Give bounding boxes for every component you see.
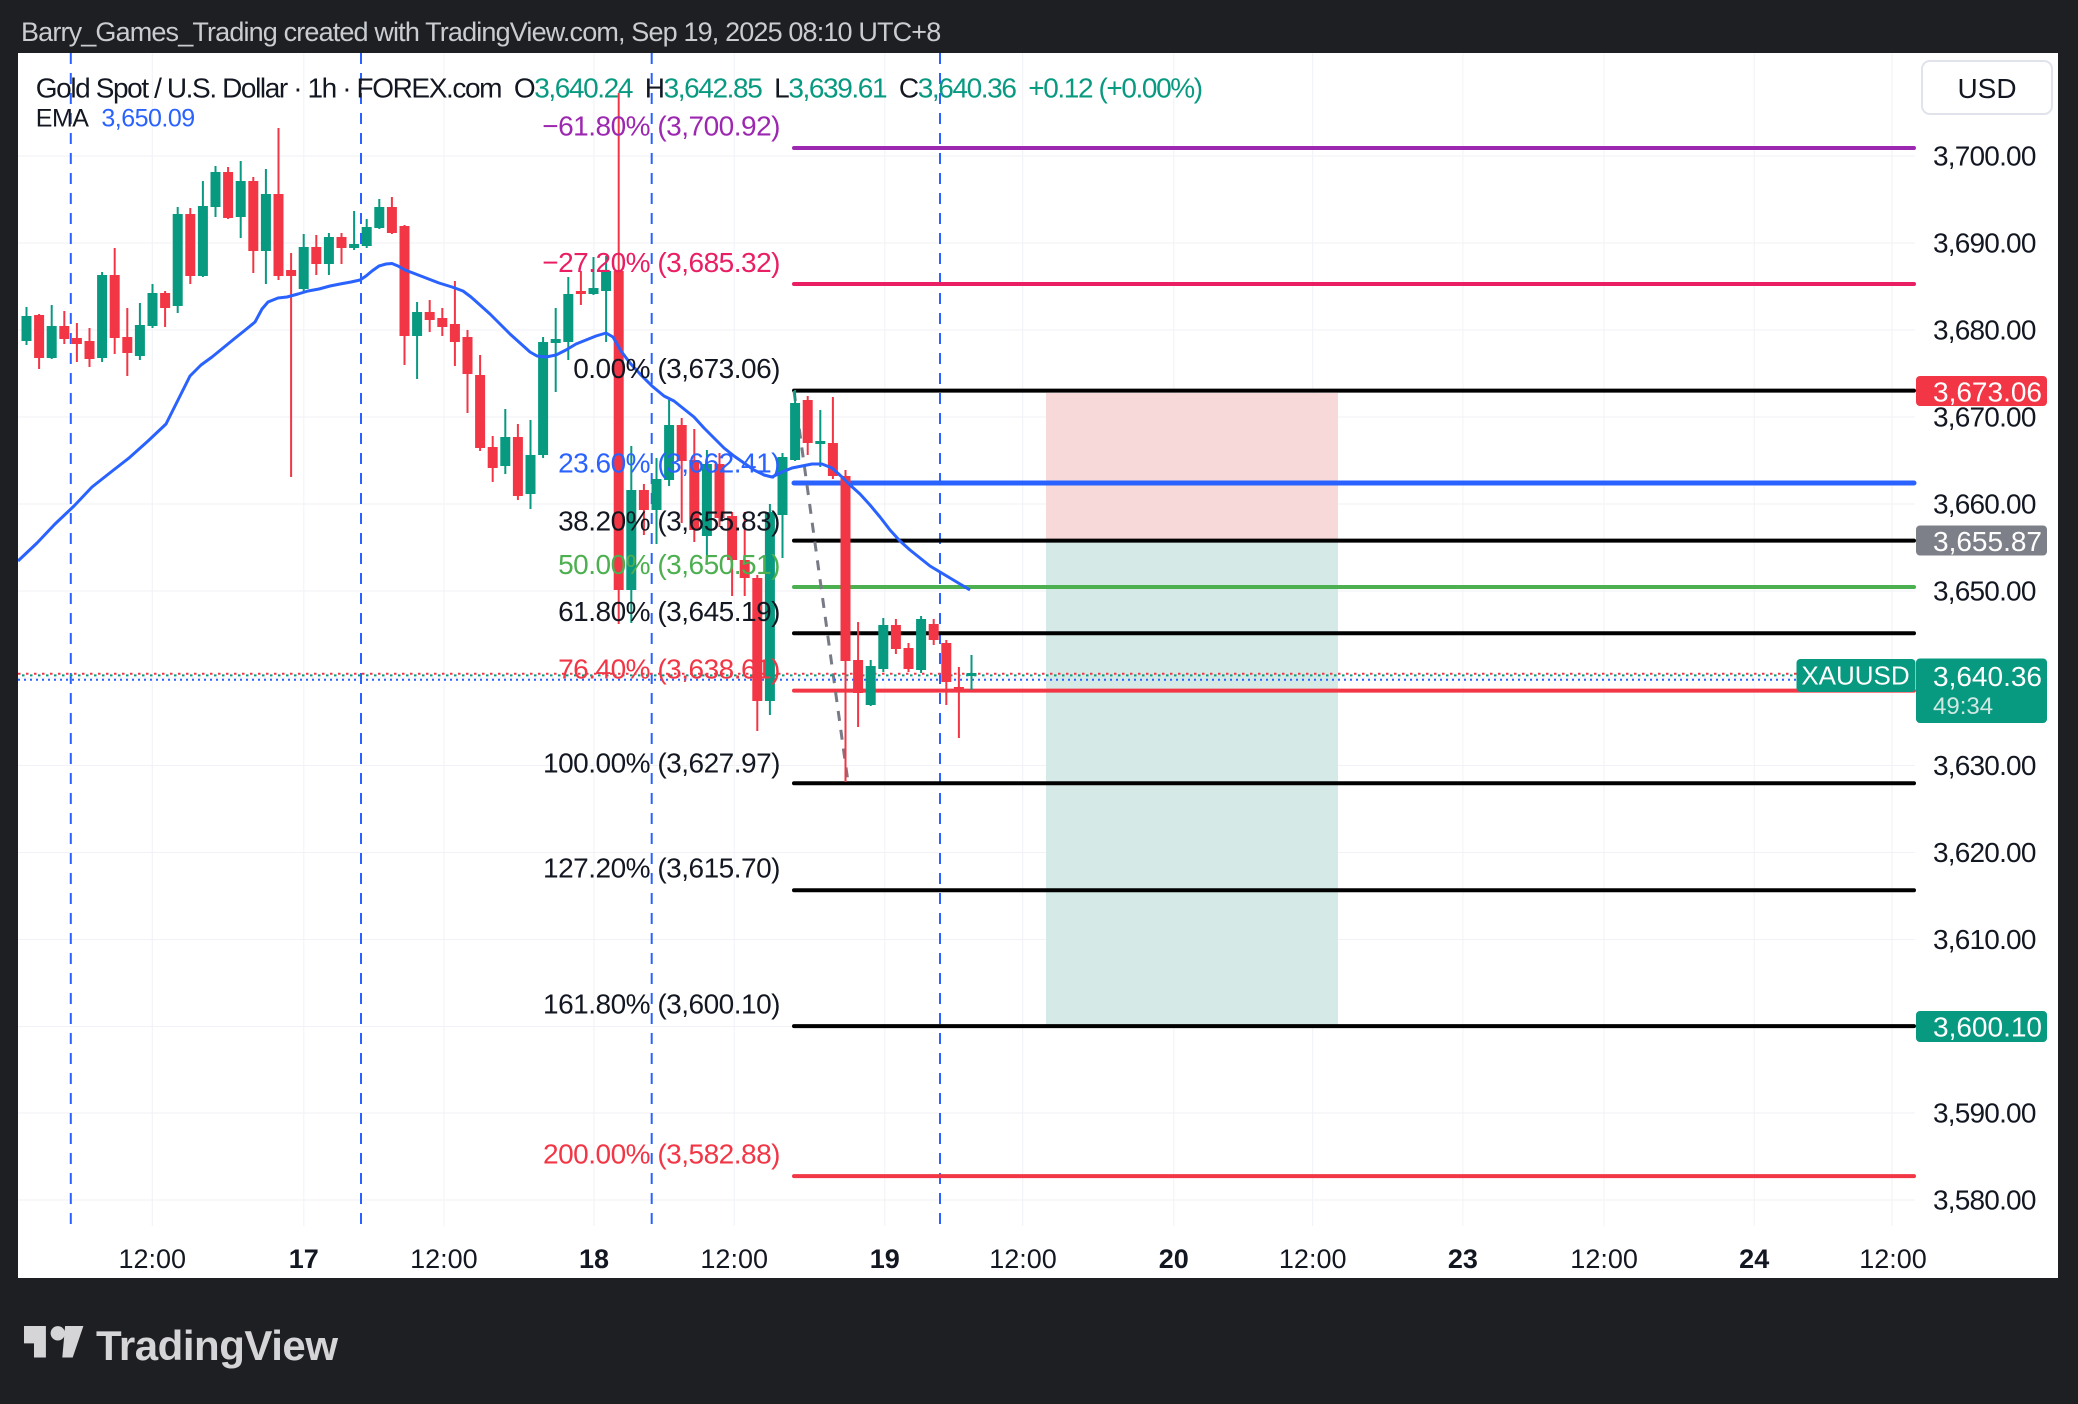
- svg-text:3,700.00: 3,700.00: [1933, 141, 2036, 172]
- svg-text:3,673.06: 3,673.06: [1933, 377, 2042, 408]
- svg-text:3,590.00: 3,590.00: [1933, 1098, 2036, 1129]
- svg-text:38.20% (3,655.83): 38.20% (3,655.83): [558, 506, 780, 537]
- svg-text:3,630.00: 3,630.00: [1933, 750, 2036, 781]
- svg-text:3,655.87: 3,655.87: [1933, 526, 2042, 557]
- svg-text:161.80% (3,600.10): 161.80% (3,600.10): [543, 989, 780, 1020]
- svg-text:19: 19: [870, 1244, 900, 1274]
- svg-text:USD: USD: [1957, 73, 2016, 104]
- svg-text:EMA 3,650.09: EMA 3,650.09: [36, 104, 195, 132]
- svg-text:3,660.00: 3,660.00: [1933, 489, 2036, 520]
- svg-text:61.80% (3,645.19): 61.80% (3,645.19): [558, 596, 780, 627]
- svg-text:12:00: 12:00: [989, 1244, 1057, 1274]
- svg-text:12:00: 12:00: [700, 1244, 768, 1274]
- svg-text:23.60% (3,662.41): 23.60% (3,662.41): [558, 448, 780, 479]
- svg-text:3,680.00: 3,680.00: [1933, 315, 2036, 346]
- svg-text:3,650.00: 3,650.00: [1933, 576, 2036, 607]
- svg-text:3,620.00: 3,620.00: [1933, 837, 2036, 868]
- svg-text:TradingView: TradingView: [96, 1322, 338, 1369]
- svg-text:12:00: 12:00: [410, 1244, 478, 1274]
- svg-text:200.00% (3,582.88): 200.00% (3,582.88): [543, 1139, 780, 1170]
- svg-text:49:34: 49:34: [1933, 693, 1993, 720]
- svg-text:12:00: 12:00: [1279, 1244, 1347, 1274]
- svg-text:Gold Spot / U.S. Dollar · 1h ·: Gold Spot / U.S. Dollar · 1h · FOREX.com…: [36, 72, 1202, 103]
- svg-text:−27.20% (3,685.32): −27.20% (3,685.32): [542, 247, 780, 278]
- svg-text:12:00: 12:00: [1859, 1244, 1927, 1274]
- svg-text:12:00: 12:00: [1570, 1244, 1638, 1274]
- svg-text:12:00: 12:00: [119, 1244, 187, 1274]
- svg-text:24: 24: [1739, 1244, 1769, 1274]
- svg-text:76.40% (3,638.61): 76.40% (3,638.61): [558, 654, 780, 685]
- svg-text:100.00% (3,627.97): 100.00% (3,627.97): [543, 748, 780, 779]
- svg-text:3,690.00: 3,690.00: [1933, 228, 2036, 259]
- svg-text:18: 18: [579, 1244, 609, 1274]
- svg-text:3,640.36: 3,640.36: [1933, 661, 2042, 692]
- svg-text:3,600.10: 3,600.10: [1933, 1012, 2042, 1043]
- svg-text:50.00% (3,650.51): 50.00% (3,650.51): [558, 549, 780, 580]
- svg-text:−61.80% (3,700.92): −61.80% (3,700.92): [542, 111, 780, 142]
- svg-text:XAUUSD: XAUUSD: [1801, 661, 1909, 691]
- svg-text:20: 20: [1159, 1244, 1189, 1274]
- svg-text:3,580.00: 3,580.00: [1933, 1185, 2036, 1216]
- svg-text:23: 23: [1448, 1244, 1478, 1274]
- svg-text:3,670.00: 3,670.00: [1933, 402, 2036, 433]
- svg-text:127.20% (3,615.70): 127.20% (3,615.70): [543, 853, 780, 884]
- svg-text:17: 17: [289, 1244, 319, 1274]
- svg-text:3,610.00: 3,610.00: [1933, 924, 2036, 955]
- svg-text:0.00% (3,673.06): 0.00% (3,673.06): [573, 353, 780, 384]
